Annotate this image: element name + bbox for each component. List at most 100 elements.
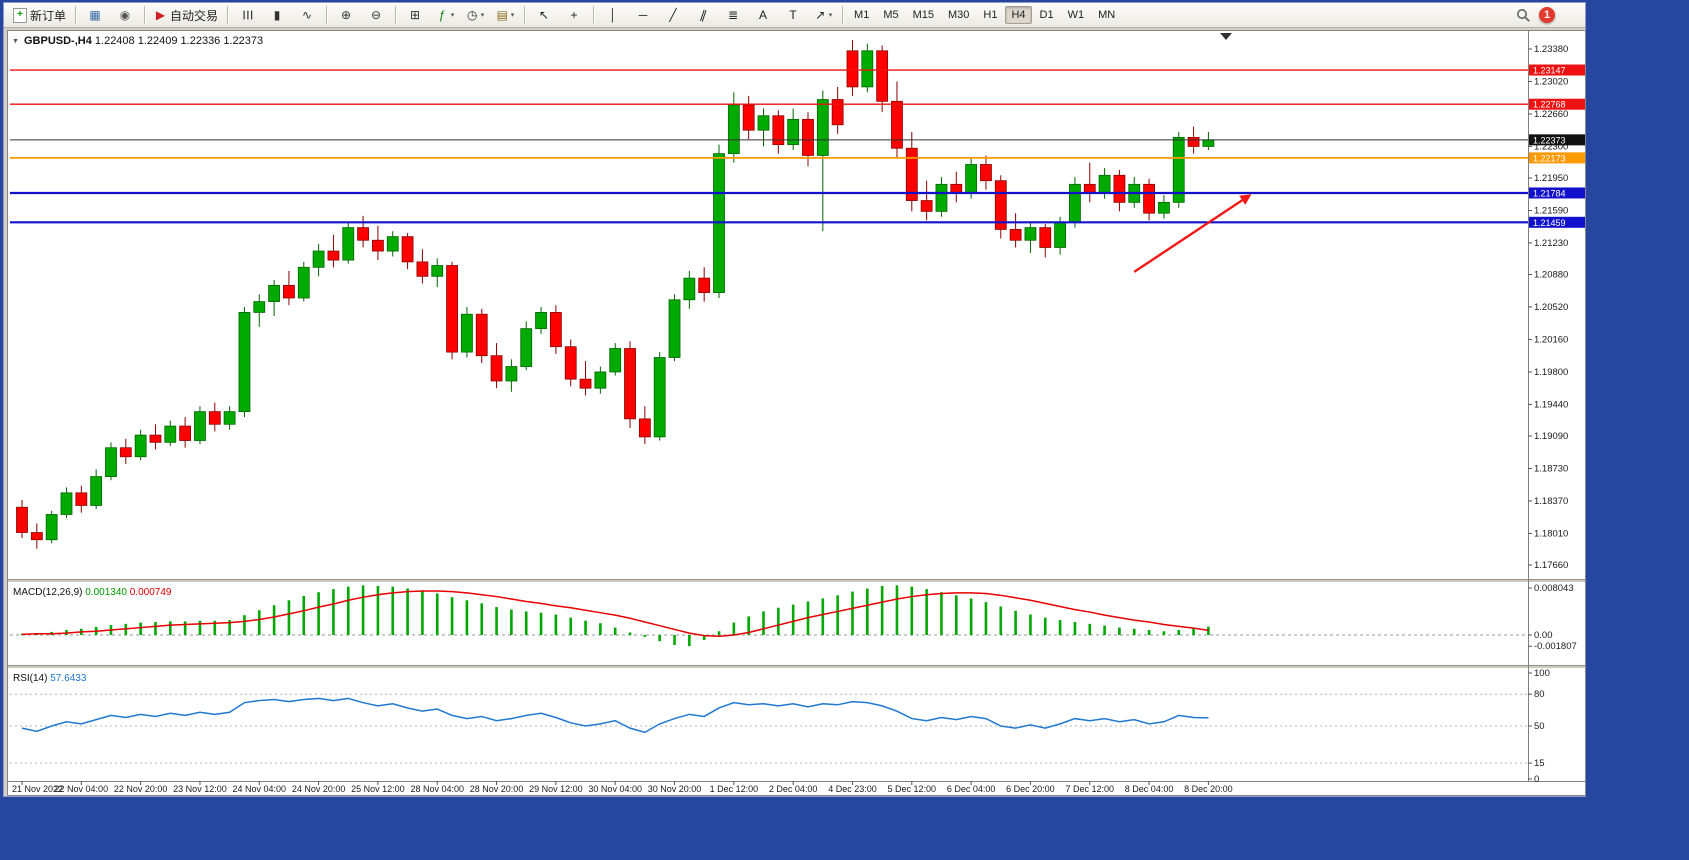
timeframe-m30[interactable]: M30 — [948, 9, 970, 21]
crosshair-button[interactable]: + — [560, 4, 588, 26]
candle — [638, 418, 651, 438]
toolbar: + 新订单 ▦ ◉ ▶ 自动交易 ☰ ▮ ∿ ⊕ ⊖ ⊞ ƒ ▾ ◷ ▾ ▤ ▾ ↖ + │ ─ ╱ ∥ ≣ A T ↗ ▾ M1 M5 M1… — [4, 3, 1585, 28]
notification-badge[interactable]: 1 — [1539, 7, 1555, 23]
search-icon[interactable] — [1516, 8, 1531, 23]
price-axis-label: 1.20880 — [1534, 270, 1568, 281]
cursor-button[interactable]: ↖ — [530, 4, 558, 26]
candle — [1024, 227, 1037, 241]
channel-button[interactable]: ∥ — [689, 4, 717, 26]
timeframe-m15[interactable]: M15 — [912, 9, 934, 21]
timeframe-d1[interactable]: D1 — [1039, 9, 1054, 21]
bar-chart-button[interactable]: ☰ — [233, 4, 261, 26]
axis-price-tag — [1529, 216, 1585, 228]
macd-label: MACD(12,26,9) 0.001340 0.000749 — [13, 587, 172, 598]
time-axis-label: 28 Nov 04:00 — [410, 784, 464, 794]
rsi-axis-label: 80 — [1534, 689, 1545, 700]
candle — [134, 434, 147, 458]
zoom-out-button[interactable]: ⊖ — [362, 4, 390, 26]
charts-window-button[interactable]: ▦ — [81, 4, 109, 26]
timeframe-h1[interactable]: H1 — [983, 9, 998, 21]
one-click-trading-toggle[interactable]: ▼ — [12, 38, 19, 45]
toolbar-separator — [144, 6, 146, 24]
indicator-axes[interactable]: 0.008043 0.00-0.001807 100 80 50 15 0 — [1528, 583, 1577, 785]
candle — [401, 236, 414, 263]
candle — [283, 284, 295, 299]
candle — [208, 411, 221, 425]
fibonacci-icon: ≣ — [728, 8, 739, 22]
time-axis-label: 24 Nov 04:00 — [233, 784, 287, 794]
candle — [431, 265, 444, 277]
time-axis-label: 1 Dec 12:00 — [710, 784, 759, 794]
panel-separator-rsi[interactable] — [8, 665, 1585, 668]
templates-button[interactable]: ▤ ▾ — [491, 4, 519, 26]
fibonacci-button[interactable]: ≣ — [719, 4, 747, 26]
trend-arrow[interactable] — [1133, 194, 1252, 273]
price-axis-label: 1.20520 — [1534, 302, 1568, 313]
timeframe-m1[interactable]: M1 — [854, 9, 870, 21]
gbpusd-h4-chart[interactable]: 1.23380 1.23020 1.22660 1.22300 1.21950 1.215… — [8, 31, 1585, 795]
label-button[interactable]: T — [779, 4, 807, 26]
zoom-in-button[interactable]: ⊕ — [332, 4, 360, 26]
time-axis-label: 2 Dec 04:00 — [769, 784, 818, 794]
time-axis-label: 24 Nov 20:00 — [292, 784, 346, 794]
macd-axis-label: 0.00 — [1534, 630, 1553, 641]
price-axis-label: 1.18010 — [1534, 528, 1568, 539]
candlestick-button[interactable]: ▮ — [263, 4, 291, 26]
candle — [446, 265, 458, 353]
vertical-line-button[interactable]: │ — [599, 4, 627, 26]
toolbar-separator — [842, 6, 844, 24]
price-axis-label: 1.22660 — [1534, 109, 1568, 120]
auto-trading-icon: ▶ — [155, 8, 166, 22]
candle — [327, 250, 340, 261]
tile-windows-button[interactable]: ⊞ — [401, 4, 429, 26]
candle — [268, 284, 281, 302]
time-axis-label: 29 Nov 12:00 — [529, 784, 583, 794]
toolbar-buttons: + 新订单 ▦ ◉ ▶ 自动交易 ☰ ▮ ∿ ⊕ ⊖ ⊞ ƒ ▾ ◷ ▾ ▤ ▾ ↖ + │ ─ ╱ ∥ ≣ A T ↗ ▾ M1 M5 M1… — [8, 4, 1122, 26]
macd-signal-line — [21, 590, 1209, 637]
timeframe-m5[interactable]: M5 — [883, 9, 899, 21]
new-order-button[interactable]: + 新订单 — [9, 4, 70, 26]
time-axis-label: 28 Nov 20:00 — [470, 784, 524, 794]
axis-price-tag — [1529, 152, 1585, 164]
rsi-line — [21, 697, 1209, 734]
candle — [119, 447, 132, 458]
candle — [861, 50, 874, 88]
indicators-button[interactable]: ƒ ▾ — [431, 4, 459, 26]
timeframe-w1[interactable]: W1 — [1067, 9, 1085, 21]
timeframe-mn[interactable]: MN — [1098, 9, 1116, 21]
candle — [757, 115, 770, 131]
time-axis-label: 8 Dec 04:00 — [1125, 784, 1174, 794]
macd-axis-label: 0.008043 — [1534, 583, 1574, 594]
horizontal-line-button[interactable]: ─ — [629, 4, 657, 26]
price-axis-label: 1.19090 — [1534, 431, 1568, 442]
timeframe-h4[interactable]: H4 — [1005, 6, 1032, 24]
time-axis-label: 7 Dec 12:00 — [1065, 784, 1114, 794]
rsi-axis-label: 100 — [1534, 668, 1550, 679]
candle — [105, 447, 117, 477]
axis-price-tag-label: 1.22373 — [1533, 135, 1566, 145]
periods-button[interactable]: ◷ ▾ — [461, 4, 489, 26]
chart-window[interactable]: 1.23380 1.23020 1.22660 1.22300 1.21950 1.215… — [7, 30, 1586, 796]
auto-trading-button[interactable]: ▶ 自动交易 — [150, 4, 222, 26]
text-button[interactable]: A — [749, 4, 777, 26]
periods-icon: ◷ — [467, 8, 478, 22]
trendline-button[interactable]: ╱ — [659, 4, 687, 26]
candle — [1098, 174, 1111, 194]
alerts-button[interactable]: ◉ — [111, 4, 139, 26]
price-axis[interactable]: 1.23380 1.23020 1.22660 1.22300 1.21950 1.215… — [1528, 44, 1568, 571]
candle — [357, 227, 369, 241]
candle — [1187, 137, 1200, 147]
zoom-in-icon: ⊕ — [341, 8, 352, 22]
chart-shift-marker[interactable] — [1220, 33, 1232, 40]
panel-separator-macd[interactable] — [8, 579, 1585, 582]
arrows-button[interactable]: ↗ ▾ — [809, 4, 837, 26]
axis-price-tag-label: 1.23147 — [1533, 66, 1566, 76]
line-chart-button[interactable]: ∿ — [293, 4, 321, 26]
candle — [1009, 229, 1022, 241]
candle — [475, 313, 488, 357]
candle — [816, 99, 829, 156]
candle — [683, 277, 696, 301]
candle — [194, 411, 206, 441]
candle — [742, 104, 755, 131]
